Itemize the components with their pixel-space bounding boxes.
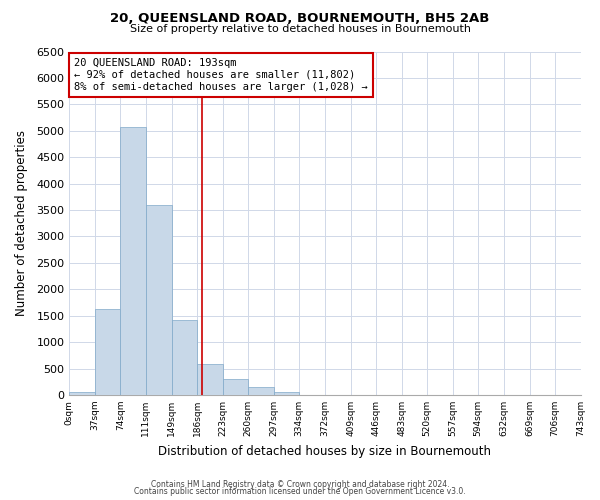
Text: Size of property relative to detached houses in Bournemouth: Size of property relative to detached ho… bbox=[130, 24, 470, 34]
Text: Contains public sector information licensed under the Open Government Licence v3: Contains public sector information licen… bbox=[134, 487, 466, 496]
Bar bbox=[120, 127, 146, 395]
Bar bbox=[172, 320, 197, 395]
Text: Contains HM Land Registry data © Crown copyright and database right 2024.: Contains HM Land Registry data © Crown c… bbox=[151, 480, 449, 489]
Bar bbox=[223, 379, 248, 395]
Bar bbox=[274, 392, 299, 395]
X-axis label: Distribution of detached houses by size in Bournemouth: Distribution of detached houses by size … bbox=[158, 444, 491, 458]
Bar bbox=[70, 392, 95, 395]
Y-axis label: Number of detached properties: Number of detached properties bbox=[15, 130, 28, 316]
Bar bbox=[197, 364, 223, 395]
Text: 20, QUEENSLAND ROAD, BOURNEMOUTH, BH5 2AB: 20, QUEENSLAND ROAD, BOURNEMOUTH, BH5 2A… bbox=[110, 12, 490, 26]
Bar bbox=[248, 387, 274, 395]
Bar bbox=[95, 309, 120, 395]
Text: 20 QUEENSLAND ROAD: 193sqm
← 92% of detached houses are smaller (11,802)
8% of s: 20 QUEENSLAND ROAD: 193sqm ← 92% of deta… bbox=[74, 58, 368, 92]
Bar bbox=[146, 206, 172, 395]
